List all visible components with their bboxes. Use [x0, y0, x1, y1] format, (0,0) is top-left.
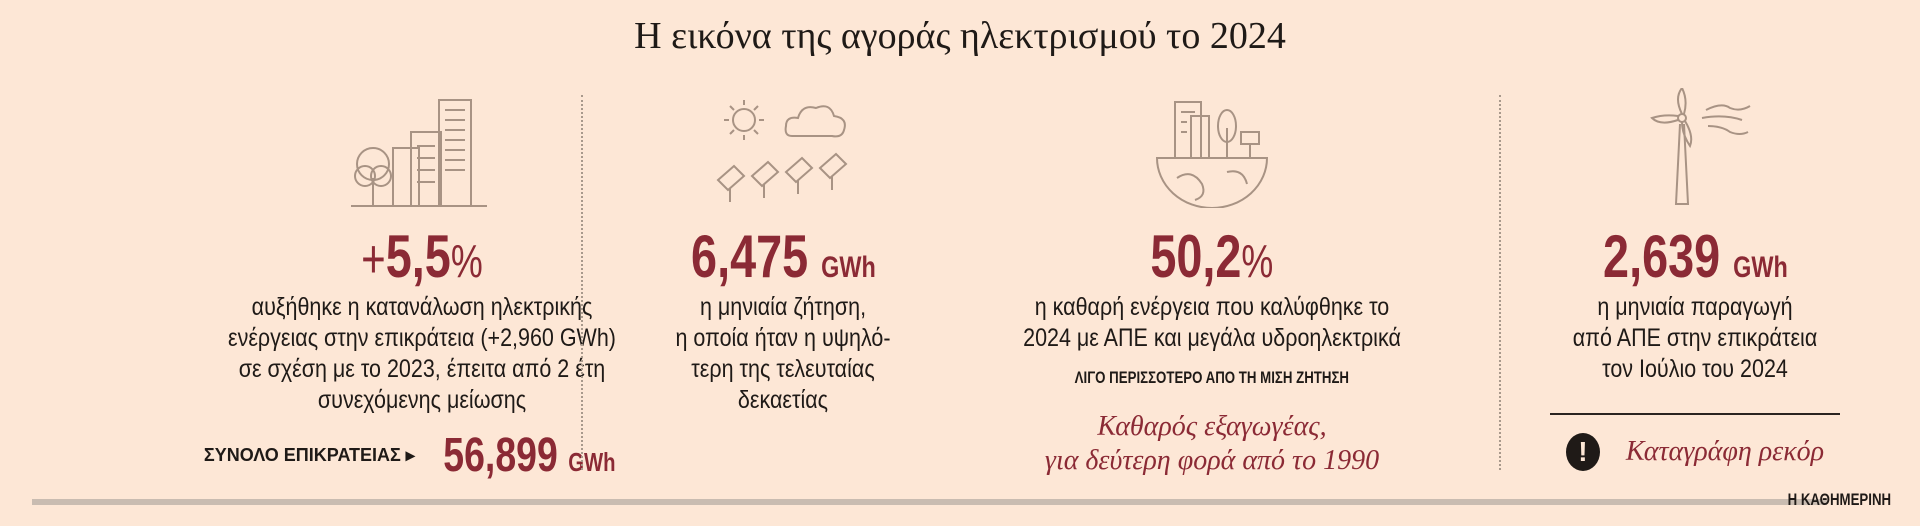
record-text: Καταγράφη ρεκόρ	[1625, 436, 1825, 467]
panel-renewables: 2,639 GWh η μηνιαία παραγωγή από ΑΠΕ στην…	[1520, 88, 1870, 471]
green-earth-city-icon	[962, 88, 1462, 208]
consumption-change-value: +5,5%	[361, 223, 483, 290]
separator-line	[1550, 413, 1840, 415]
total-label: ΣΥΝΟΛΟ ΕΠΙΚΡΑΤΕΙΑΣ ▸	[203, 445, 415, 465]
panel-clean-energy: 50,2% η καθαρή ενέργεια που καλύφθηκε το…	[962, 88, 1462, 478]
exclamation-icon: !	[1565, 433, 1600, 471]
sun-cloud-solar-panels-icon	[603, 88, 963, 208]
renewables-production-value: 2,639 GWh	[1602, 223, 1788, 290]
record-note: ! Καταγράφη ρεκόρ	[1520, 433, 1870, 471]
publisher-logo: Η ΚΑΘΗΜΕΡΙΝΗ	[1787, 490, 1892, 509]
panel-consumption: +5,5% αυξήθηκε η κατανάλωση ηλεκτρικής εν…	[122, 88, 722, 483]
note-line: για δεύτερη φορά από το 1990	[1044, 445, 1380, 476]
clean-energy-share-value: 50,2%	[1150, 223, 1274, 290]
wind-turbine-icon	[1520, 88, 1870, 208]
renewables-description: η μηνιαία παραγωγή από ΑΠΕ στην επικράτει…	[1572, 293, 1818, 383]
total-consumption: ΣΥΝΟΛΟ ΕΠΙΚΡΑΤΕΙΑΣ ▸ 56,899 GWh	[122, 428, 722, 483]
consumption-description: αυξήθηκε η κατανάλωση ηλεκτρικής ενέργεια…	[228, 293, 616, 414]
divider	[581, 95, 583, 470]
panel-demand: 6,475 GWh η μηνιαία ζήτηση, η οποία ήταν …	[603, 88, 963, 416]
demand-description: η μηνιαία ζήτηση, η οποία ήταν η υψηλό-τε…	[675, 293, 891, 414]
bottom-rule	[32, 499, 1827, 505]
clean-energy-caption: ΛΙΓΟ ΠΕΡΙΣΣΟΤΕΡΟ ΑΠΟ ΤΗ ΜΙΣΗ ΖΗΤΗΣΗ	[1074, 368, 1350, 387]
page-title: Η εικόνα της αγοράς ηλεκτρισμού το 2024	[634, 15, 1286, 57]
net-exporter-note: Καθαρός εξαγωγέας, για δεύτερη φορά από …	[962, 410, 1462, 478]
monthly-demand-value: 6,475 GWh	[690, 223, 876, 290]
clean-energy-description: η καθαρή ενέργεια που καλύφθηκε το 2024 μ…	[1023, 293, 1401, 352]
total-value: 56,899 GWh	[443, 429, 616, 482]
note-line: Καθαρός εξαγωγέας,	[1097, 411, 1327, 442]
city-buildings-tree-icon	[122, 88, 722, 208]
divider	[1499, 95, 1501, 470]
